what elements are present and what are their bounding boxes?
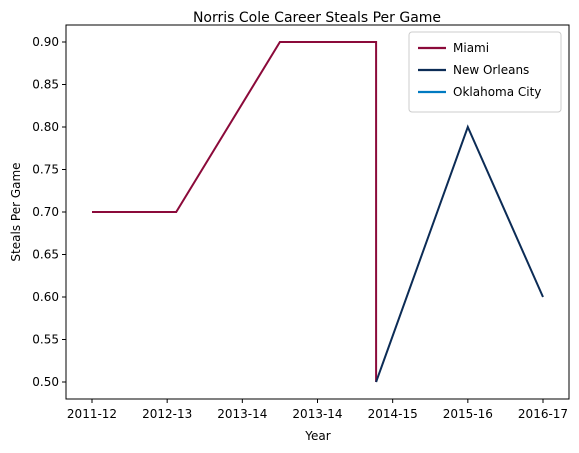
y-axis-label: Steals Per Game	[9, 162, 23, 261]
legend-label: Miami	[453, 41, 489, 55]
legend-label: Oklahoma City	[453, 85, 541, 99]
x-tick-label: 2011-12	[67, 407, 117, 421]
y-tick-label: 0.65	[32, 248, 59, 262]
x-axis-label: Year	[304, 429, 330, 443]
x-tick-label: 2012-13	[142, 407, 192, 421]
legend: Miami New Orleans Oklahoma City	[409, 32, 561, 112]
x-tick-label: 2015-16	[443, 407, 493, 421]
y-tick-label: 0.50	[32, 375, 59, 389]
y-tick-label: 0.60	[32, 290, 59, 304]
y-tick-label: 0.75	[32, 163, 59, 177]
y-tick-label: 0.90	[32, 35, 59, 49]
chart-title: Norris Cole Career Steals Per Game	[193, 10, 441, 26]
y-tick-label: 0.70	[32, 205, 59, 219]
series-line-miami	[92, 42, 376, 382]
y-axis: 0.50 0.55 0.60 0.65 0.70 0.75 0.80 0.85 0.90	[32, 35, 66, 389]
y-tick-label: 0.85	[32, 78, 59, 92]
x-tick-label: 2014-15	[368, 407, 418, 421]
x-tick-label: 2013-14	[217, 407, 267, 421]
y-tick-label: 0.80	[32, 120, 59, 134]
legend-label: New Orleans	[453, 63, 529, 77]
x-axis: 2011-12 2012-13 2013-14 2013-14 2014-15 2015-…	[67, 399, 568, 421]
series-line-new-orleans	[376, 127, 543, 382]
y-tick-label: 0.55	[32, 333, 59, 347]
x-tick-label: 2013-14	[292, 407, 342, 421]
x-tick-label: 2016-17	[518, 407, 568, 421]
